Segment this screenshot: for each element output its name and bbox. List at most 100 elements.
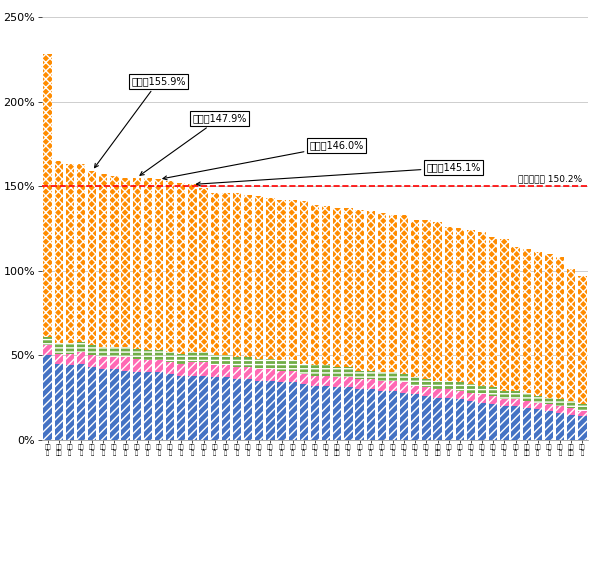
Bar [199,362,208,376]
Bar [445,381,453,389]
Bar [244,357,253,367]
Bar [233,193,241,357]
Bar [121,347,130,357]
Bar [211,355,219,365]
Bar [166,362,175,374]
Bar [143,178,152,350]
Bar [244,367,253,379]
Bar [188,352,197,362]
Bar [478,394,487,403]
Bar [221,377,230,440]
Bar [289,371,297,382]
Bar [489,396,497,404]
Bar [411,394,419,440]
Bar [177,354,185,364]
Bar [377,213,386,372]
Bar [133,349,141,359]
Bar [567,401,575,408]
Bar [121,371,130,440]
Bar [88,345,97,355]
Bar [344,387,353,440]
Bar [556,406,565,413]
Bar [289,360,297,371]
Bar [411,220,419,377]
Bar [545,398,553,404]
Bar [389,372,397,381]
Bar [455,391,464,399]
Text: 愛知県155.9%: 愛知県155.9% [95,76,185,168]
Bar [545,254,553,398]
Bar [322,206,331,365]
Text: 静岡県145.1%: 静岡県145.1% [196,162,481,186]
Bar [433,389,442,398]
Bar [88,367,97,440]
Bar [277,360,286,371]
Bar [433,222,442,381]
Bar [400,382,409,393]
Bar [367,389,375,440]
Bar [221,193,230,355]
Bar [511,391,520,399]
Bar [311,386,319,440]
Bar [467,393,475,401]
Bar [422,379,431,387]
Bar [355,379,364,389]
Bar [389,215,397,372]
Text: 全国普及率 150.2%: 全国普及率 150.2% [518,174,583,183]
Bar [266,369,275,381]
Bar [344,367,353,377]
Bar [233,357,241,367]
Bar [55,343,63,354]
Bar [578,276,587,404]
Bar [578,416,587,440]
Bar [199,188,208,352]
Bar [500,239,509,391]
Bar [377,381,386,391]
Bar [556,257,565,399]
Bar [289,200,297,360]
Bar [143,372,152,440]
Bar [567,415,575,440]
Bar [400,374,409,382]
Bar [233,367,241,379]
Bar [355,389,364,440]
Bar [155,372,163,440]
Bar [277,200,286,360]
Bar [43,355,52,440]
Bar [177,183,185,354]
Bar [77,364,85,440]
Bar [523,249,531,393]
Bar [55,161,63,343]
Bar [333,208,341,367]
Bar [556,399,565,406]
Text: 三重県146.0%: 三重県146.0% [163,140,364,180]
Bar [199,376,208,440]
Bar [533,403,542,409]
Bar [489,404,497,440]
Bar [489,237,497,387]
Bar [121,357,130,371]
Bar [233,379,241,440]
Bar [177,364,185,376]
Bar [188,184,197,352]
Bar [445,398,453,440]
Bar [266,381,275,440]
Bar [533,252,542,396]
Bar [367,379,375,389]
Bar [422,220,431,379]
Bar [99,369,107,440]
Bar [55,364,63,440]
Bar [523,393,531,401]
Bar [422,396,431,440]
Bar [400,215,409,374]
Bar [567,408,575,415]
Bar [533,409,542,440]
Bar [556,413,565,440]
Bar [143,350,152,360]
Bar [333,367,341,377]
Bar [311,365,319,376]
Bar [99,357,107,369]
Bar [299,384,308,440]
Bar [311,205,319,365]
Bar [77,352,85,364]
